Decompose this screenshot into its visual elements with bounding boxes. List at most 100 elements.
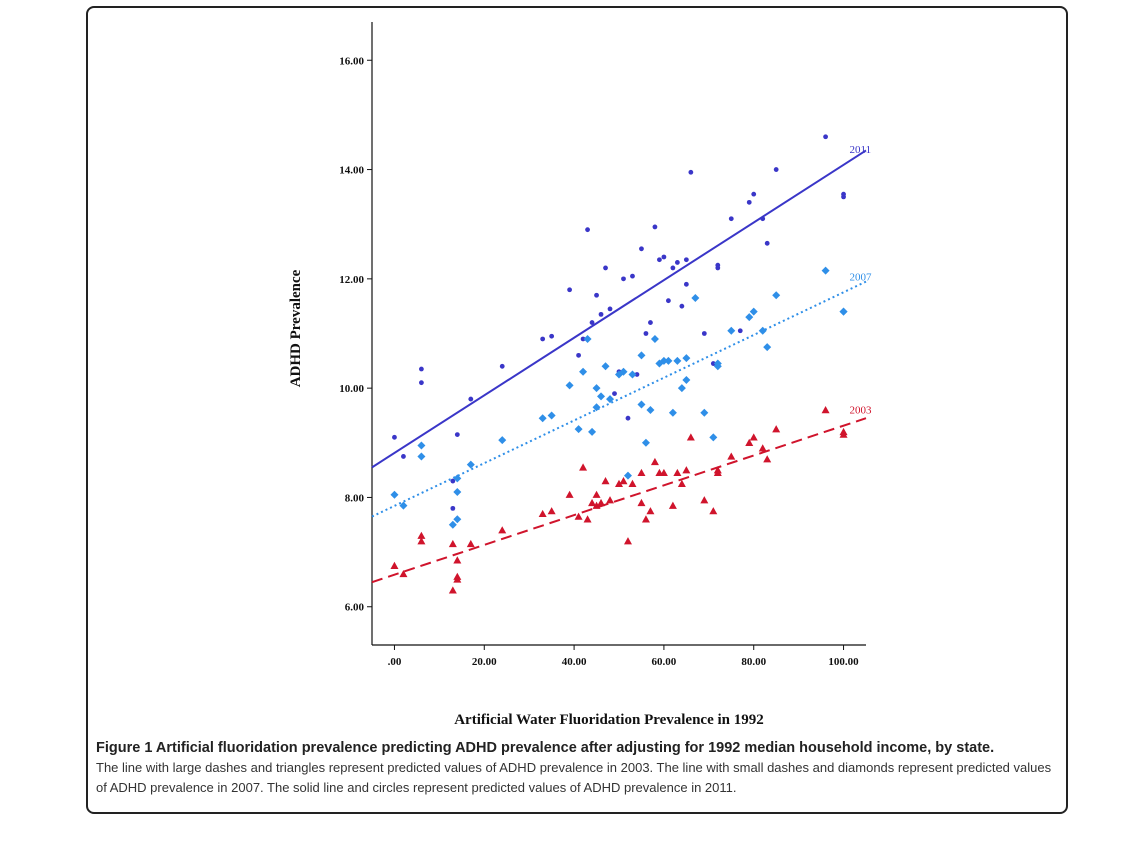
data-point-2011 <box>450 478 456 484</box>
data-point-2011 <box>823 134 828 140</box>
data-point-2011 <box>612 391 617 397</box>
data-point-2003 <box>498 526 507 534</box>
x-tick-label: 20.00 <box>472 656 497 668</box>
x-tick-label: .00 <box>388 656 402 668</box>
series-2007: 2007 <box>371 266 872 529</box>
data-point-2003 <box>646 507 655 515</box>
y-tick-label: 6.00 <box>345 602 365 614</box>
fit-line-2011 <box>371 149 867 469</box>
data-point-2003 <box>619 477 628 485</box>
data-point-2007 <box>839 307 848 316</box>
fit-line-2003 <box>371 417 867 584</box>
data-point-2007 <box>574 425 583 434</box>
data-point-2007 <box>677 384 686 393</box>
data-point-2007 <box>583 334 592 343</box>
data-point-2003 <box>417 531 426 539</box>
data-point-2003 <box>637 498 646 507</box>
x-tick-label: 40.00 <box>562 656 587 668</box>
data-point-2003 <box>547 507 556 515</box>
data-point-2003 <box>758 444 767 452</box>
series-2003: 2003 <box>371 405 873 594</box>
series-label-2003: 2003 <box>850 405 873 417</box>
data-point-2011 <box>401 454 406 459</box>
data-point-2011 <box>625 415 631 421</box>
data-point-2007 <box>650 334 659 343</box>
data-point-2003 <box>727 452 736 460</box>
data-point-2011 <box>419 366 424 372</box>
data-point-2011 <box>648 320 653 325</box>
data-point-2011 <box>468 396 474 402</box>
data-point-2011 <box>589 320 595 325</box>
x-tick-label: 100.00 <box>828 656 859 668</box>
data-point-2011 <box>674 260 680 265</box>
data-point-2011 <box>621 276 626 282</box>
data-point-2011 <box>598 311 604 317</box>
x-axis-title: Artificial Water Fluoridation Prevalence… <box>454 712 764 728</box>
x-tick-label: 60.00 <box>652 656 677 668</box>
data-point-2011 <box>652 224 658 230</box>
data-point-2003 <box>763 455 772 463</box>
data-point-2007 <box>453 515 462 524</box>
axes: 6.00 8.00 10.00 12.00 14.00 16.00 .00 20.00 40.0… <box>339 22 866 668</box>
data-point-2003 <box>700 496 709 504</box>
data-point-2003 <box>453 556 462 564</box>
data-point-2003 <box>637 468 646 477</box>
data-point-2007 <box>606 395 615 404</box>
data-point-2011 <box>666 298 671 304</box>
data-point-2011 <box>683 257 689 263</box>
data-point-2011 <box>639 246 644 252</box>
data-point-2011 <box>701 331 707 336</box>
data-point-2007 <box>619 367 628 376</box>
data-point-2007 <box>588 427 597 436</box>
data-point-2003 <box>453 572 462 580</box>
data-point-2003 <box>417 537 426 545</box>
data-point-2003 <box>615 479 623 487</box>
data-point-2011 <box>603 265 608 271</box>
data-point-2011 <box>737 328 743 334</box>
data-point-2011 <box>679 303 685 309</box>
data-point-2011 <box>585 227 590 233</box>
data-point-2007 <box>592 384 601 393</box>
data-point-2011 <box>540 336 546 342</box>
data-point-2007 <box>592 403 601 412</box>
data-point-2011 <box>634 372 640 377</box>
data-point-2007 <box>646 406 655 415</box>
data-point-2003 <box>749 433 758 441</box>
chart: 6.00 8.00 10.00 12.00 14.00 16.00 .00 20.00 40.0… <box>288 22 873 728</box>
data-point-2011 <box>392 434 397 440</box>
data-point-2011 <box>841 191 846 197</box>
data-point-2003 <box>466 539 475 548</box>
data-point-2003 <box>538 509 547 518</box>
figure-caption: Figure 1 Artificial fluoridation prevale… <box>96 738 1056 798</box>
data-point-2011 <box>567 287 572 293</box>
data-point-2003 <box>677 479 686 487</box>
data-point-2003 <box>583 515 592 523</box>
data-point-2011 <box>450 505 456 511</box>
data-point-2007 <box>547 411 556 420</box>
data-point-2003 <box>650 457 659 466</box>
data-point-2007 <box>727 326 736 335</box>
data-point-2011 <box>549 333 555 339</box>
data-point-2007 <box>668 408 677 417</box>
data-point-2007 <box>682 375 691 384</box>
series-label-2011: 2011 <box>850 144 872 156</box>
data-point-2007 <box>417 441 426 450</box>
data-point-2007 <box>659 356 668 365</box>
data-point-2011 <box>715 262 721 268</box>
data-point-2007 <box>597 392 606 401</box>
data-point-2007 <box>713 359 722 368</box>
data-point-2007 <box>682 354 691 363</box>
data-point-2011 <box>657 257 662 263</box>
y-tick-label: 14.00 <box>339 165 364 177</box>
data-point-2003 <box>592 501 601 509</box>
data-point-2003 <box>709 507 718 515</box>
caption-title: Figure 1 Artificial fluoridation prevale… <box>96 740 995 756</box>
data-point-2007 <box>821 266 830 275</box>
data-point-2007 <box>700 408 709 417</box>
data-point-2011 <box>454 432 460 438</box>
data-point-2003 <box>588 498 597 507</box>
y-axis-title: ADHD Prevalence <box>288 269 304 387</box>
y-tick-label: 16.00 <box>339 55 364 67</box>
y-tick-label: 12.00 <box>339 274 364 286</box>
data-point-2007 <box>466 460 475 469</box>
